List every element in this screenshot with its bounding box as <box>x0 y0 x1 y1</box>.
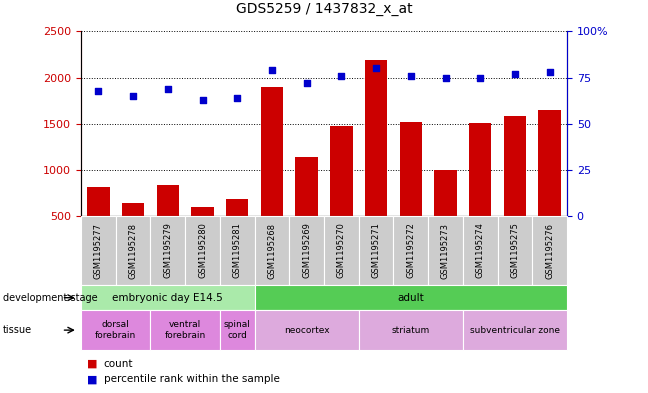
Point <box>163 86 173 92</box>
Bar <box>295 157 318 216</box>
Bar <box>400 122 422 216</box>
Text: percentile rank within the sample: percentile rank within the sample <box>104 374 279 384</box>
Bar <box>226 198 248 216</box>
Point <box>267 67 277 73</box>
Text: GSM1195271: GSM1195271 <box>371 222 380 279</box>
Text: dorsal
forebrain: dorsal forebrain <box>95 320 136 340</box>
Text: GSM1195269: GSM1195269 <box>302 222 311 279</box>
Text: GSM1195280: GSM1195280 <box>198 222 207 279</box>
Text: GSM1195275: GSM1195275 <box>511 222 520 279</box>
Point <box>406 73 416 79</box>
Bar <box>330 126 353 216</box>
Text: ventral
forebrain: ventral forebrain <box>165 320 206 340</box>
Text: tissue: tissue <box>3 325 32 335</box>
Text: spinal
cord: spinal cord <box>224 320 251 340</box>
Text: GSM1195279: GSM1195279 <box>163 222 172 279</box>
Bar <box>122 203 145 216</box>
Point <box>93 87 104 94</box>
Point <box>441 75 451 81</box>
Point <box>128 93 138 99</box>
Text: GSM1195276: GSM1195276 <box>545 222 554 279</box>
Text: subventricular zone: subventricular zone <box>470 326 560 334</box>
Bar <box>87 187 110 216</box>
Text: adult: adult <box>397 293 424 303</box>
Text: ■: ■ <box>87 374 98 384</box>
Bar <box>469 123 491 216</box>
Bar <box>365 60 388 216</box>
Point <box>371 65 381 72</box>
Bar <box>538 110 561 216</box>
Text: GSM1195273: GSM1195273 <box>441 222 450 279</box>
Bar <box>157 185 179 216</box>
Text: GSM1195277: GSM1195277 <box>94 222 103 279</box>
Text: GSM1195281: GSM1195281 <box>233 222 242 279</box>
Text: neocortex: neocortex <box>284 326 329 334</box>
Point <box>336 73 347 79</box>
Text: GSM1195274: GSM1195274 <box>476 222 485 279</box>
Text: GSM1195278: GSM1195278 <box>128 222 137 279</box>
Bar <box>434 170 457 216</box>
Text: GSM1195272: GSM1195272 <box>406 222 415 279</box>
Point <box>510 71 520 77</box>
Point <box>544 69 555 75</box>
Text: striatum: striatum <box>391 326 430 334</box>
Text: GSM1195268: GSM1195268 <box>268 222 277 279</box>
Text: ■: ■ <box>87 358 98 369</box>
Point <box>197 97 207 103</box>
Text: GSM1195270: GSM1195270 <box>337 222 346 279</box>
Bar <box>503 116 526 216</box>
Bar <box>260 87 283 216</box>
Point <box>475 75 485 81</box>
Text: embryonic day E14.5: embryonic day E14.5 <box>112 293 223 303</box>
Point <box>301 80 312 86</box>
Text: count: count <box>104 358 133 369</box>
Text: development stage: development stage <box>3 293 98 303</box>
Bar <box>191 207 214 216</box>
Point <box>232 95 242 101</box>
Text: GDS5259 / 1437832_x_at: GDS5259 / 1437832_x_at <box>236 2 412 16</box>
